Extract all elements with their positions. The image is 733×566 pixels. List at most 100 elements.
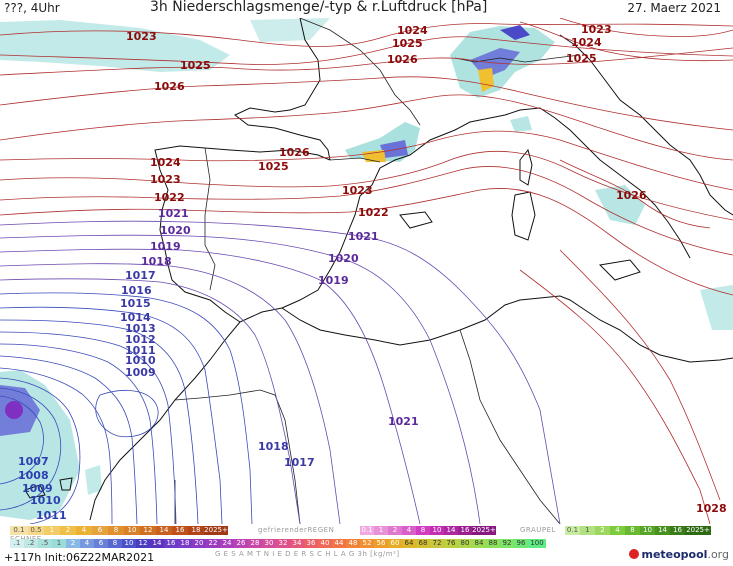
isobar-1020 — [0, 234, 481, 524]
isobar-label: 1012 — [125, 333, 156, 346]
isobar-1023-mid — [0, 166, 733, 256]
coast-mallorca — [399, 211, 433, 229]
isobar-label: 1022 — [358, 206, 389, 219]
isobar-label: 1023 — [150, 173, 181, 186]
legend-swatch: 8 — [108, 539, 122, 548]
isobar-label: 1013 — [125, 322, 156, 335]
pressure-precip-map: 1023 1025 1026 1024 1025 1026 1023 1024 … — [0, 18, 733, 524]
isobar-label: 1025 — [392, 37, 423, 50]
legend-swatch: 34 — [290, 539, 304, 548]
legend-swatch: 4 — [80, 539, 94, 548]
isobar-label: 1007 — [18, 455, 49, 468]
coast-canary-1 — [24, 484, 46, 499]
legend-total-label: G E S A M T N I E D E R S C H L A G 3h [… — [215, 550, 400, 558]
legend-swatch: 40 — [318, 539, 332, 548]
model-run-info: +117h Init:06Z22MAR2021 — [4, 551, 155, 564]
isobar-1024-north — [0, 36, 733, 65]
border-alps — [454, 54, 581, 63]
precip-core-north-alps — [500, 25, 530, 40]
legend-swatch: .5 — [38, 539, 52, 548]
isobar-1025-north — [0, 47, 733, 76]
legend-swatch: 2025+ — [685, 526, 711, 535]
isobar-1016 — [0, 292, 253, 524]
legend-swatch: 24 — [220, 539, 234, 548]
legend-swatch: 48 — [346, 539, 360, 548]
isobar-1026-north — [0, 76, 733, 131]
legend-swatch: 36 — [304, 539, 318, 548]
forecast-time-label: ???, 4Uhr — [4, 1, 60, 15]
legend-swatch: 14 — [150, 539, 164, 548]
isobar-1021 — [0, 220, 561, 524]
meteopool-logo-icon — [629, 549, 640, 559]
legend-swatch: 28 — [248, 539, 262, 548]
legend-swatch: 18 — [188, 526, 204, 535]
isobar-label: 1023 — [342, 184, 373, 197]
precip-core-pyrenees — [380, 140, 408, 158]
isobar-label: 1020 — [160, 224, 191, 237]
isobar-label: 1014 — [120, 311, 151, 324]
isobar-1028-south — [559, 249, 721, 501]
legend-swatch: 0.1 — [360, 526, 374, 535]
legend-swatch: 20 — [192, 539, 206, 548]
legend-freezing-rain-scale: 0.1 1 2 4 8 10 14 16 2025+ — [360, 526, 496, 535]
legend-swatch: 8 — [625, 526, 640, 535]
snow-area-alps — [478, 68, 494, 92]
legend-graupel-scale: 0.1 1 2 4 8 10 14 16 2025+ — [565, 526, 711, 535]
brand-logo[interactable]: meteopool.org — [629, 548, 729, 561]
legend-swatch: 18 — [178, 539, 192, 548]
isobar-label: 1011 — [36, 509, 67, 522]
legend-swatch: 26 — [234, 539, 248, 548]
precip-max-canaries — [5, 401, 23, 419]
border-morocco-algeria — [174, 389, 301, 524]
isobar-label: 1024 — [150, 156, 181, 169]
isobar-1022-mid — [0, 188, 733, 296]
legend-swatch: 2 — [66, 539, 80, 548]
legend-swatch: 0.1 — [10, 526, 28, 535]
precip-area-channel — [250, 18, 330, 42]
coast-corsica — [519, 148, 533, 186]
isobar-label: 1018 — [258, 440, 289, 453]
border-algeria-tunisia — [459, 329, 561, 524]
legend-freezing-rain-label: gefrierenderREGEN — [258, 526, 335, 534]
isobar-1023-north — [0, 23, 733, 47]
border-spain-portugal — [204, 147, 216, 291]
isobar-label: 1025 — [566, 52, 597, 65]
isobar-label: 1021 — [158, 207, 189, 220]
isobar-label: 1023 — [126, 30, 157, 43]
legend-swatch: 80 — [458, 539, 472, 548]
legend-swatch: 10 — [430, 526, 444, 535]
legend-swatch: 16 — [670, 526, 685, 535]
legend-swatch: 96 — [514, 539, 528, 548]
legend-swatch: 64 — [402, 539, 416, 548]
legend-swatch: 10 — [640, 526, 655, 535]
isobar-label: 1010 — [30, 494, 61, 507]
legend-swatch: 68 — [416, 539, 430, 548]
precip-area-corsica — [510, 116, 532, 132]
legend-swatch: 2025+ — [472, 526, 496, 535]
legend-swatch: 56 — [374, 539, 388, 548]
brand-suffix: .org — [707, 548, 729, 561]
legend-swatch: 10 — [122, 539, 136, 548]
isobar-label: 1025 — [258, 160, 289, 173]
isobars-high — [0, 18, 733, 524]
coast-north-africa — [281, 297, 541, 346]
border-spain-france — [329, 157, 381, 163]
legend-snow-scale: 0.1 0.5 1 2 4 6 8 10 12 14 16 18 2025+ — [10, 526, 228, 535]
precipitation-legend: 0.1 0.5 1 2 4 6 8 10 12 14 16 18 2025+ S… — [0, 524, 733, 566]
isobar-1024-ne — [519, 21, 733, 62]
legend-swatch: 10 — [124, 526, 140, 535]
precip-area-north-atlantic — [0, 20, 230, 72]
isobar-label: 1019 — [318, 274, 349, 287]
legend-swatch: .2 — [24, 539, 38, 548]
isobar-label: 1008 — [18, 469, 49, 482]
legend-swatch: 30 — [262, 539, 276, 548]
legend-swatch: 0.5 — [28, 526, 44, 535]
country-borders — [174, 18, 581, 524]
isobar-1012 — [0, 343, 158, 524]
precip-area-africa-coast — [85, 465, 102, 495]
coast-adriatic — [589, 59, 733, 216]
legend-swatch: 2 — [60, 526, 76, 535]
coast-tunisia-libya — [539, 295, 733, 363]
map-header: ???, 4Uhr 3h Niederschlagsmenge/-typ & r… — [0, 0, 733, 18]
legend-swatch: 16 — [458, 526, 472, 535]
